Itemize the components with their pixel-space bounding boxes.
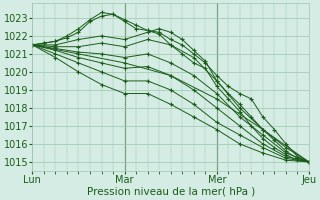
X-axis label: Pression niveau de la mer( hPa ): Pression niveau de la mer( hPa )	[86, 187, 255, 197]
